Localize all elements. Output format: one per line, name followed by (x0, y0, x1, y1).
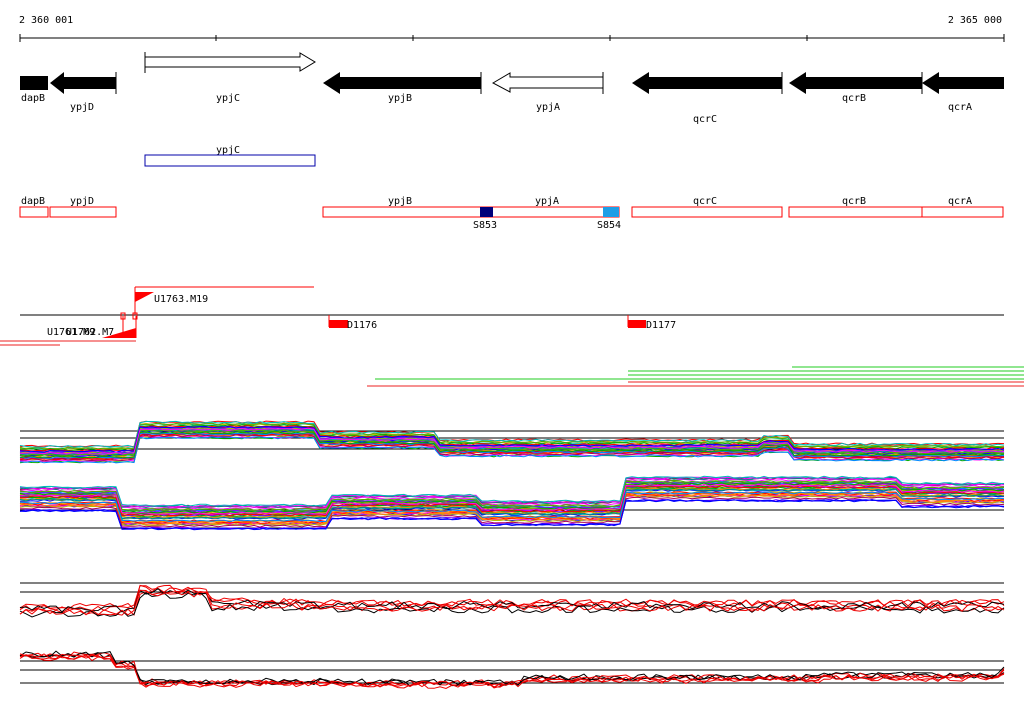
gene-ypjA[interactable]: ypjA (491, 72, 604, 113)
signal-trace (19, 494, 1005, 526)
gene-label: qcrC (693, 114, 717, 125)
signal-trace (19, 482, 1005, 514)
annotation-box[interactable] (322, 206, 482, 218)
signal-trace (19, 485, 1005, 517)
signal-trace (19, 422, 1005, 450)
signal-trace (19, 424, 1005, 453)
signal-panels-grid (20, 430, 1004, 684)
feature-s854-label: S854 (597, 220, 621, 231)
signal-trace (19, 488, 1005, 520)
annotation-label: ypjD (70, 196, 94, 207)
signal-trace (19, 589, 1005, 616)
signal-trace (20, 496, 1005, 528)
probe-d1177[interactable] (628, 320, 646, 328)
annotation-track: dapB ypjD ypjB ypjA qcrC qcrB qcrA S853 … (19, 196, 1004, 231)
signal-trace (19, 431, 1005, 459)
annotation-label: ypjA (535, 196, 559, 207)
feature-s853-label: S853 (473, 220, 497, 231)
annotation-label: ypjB (388, 196, 412, 207)
annotation-label: qcrA (948, 196, 972, 207)
probe-d1176[interactable] (329, 320, 348, 328)
signal-trace (19, 483, 1005, 515)
signal-trace (19, 584, 1005, 611)
ruler-start-label: 2 360 001 (19, 15, 73, 26)
annotation-label: qcrB (842, 196, 866, 207)
read-coverage-lines (367, 366, 1024, 387)
gene-qcrB[interactable]: qcrB (789, 72, 923, 104)
position-ruler: 2 360 001 2 365 000 (19, 15, 1005, 42)
probe-label-d1176: D1176 (347, 320, 377, 331)
signal-trace (19, 492, 1005, 524)
expression-panel-3 (19, 584, 1005, 618)
probe-flag-u1762[interactable] (102, 328, 136, 338)
signal-trace (19, 590, 1005, 616)
annotation-box[interactable] (631, 206, 783, 218)
signal-trace (19, 585, 1005, 612)
signal-trace (19, 488, 1005, 520)
signal-trace (19, 432, 1005, 460)
gene-ypjB[interactable]: ypjB (323, 72, 482, 104)
gene-label: ypjB (388, 93, 412, 104)
gene-qcrC[interactable]: qcrC (632, 72, 783, 125)
annotation-label: dapB (21, 196, 45, 207)
blue-feature-label: ypjC (216, 145, 240, 156)
annotation-label: qcrC (693, 196, 717, 207)
signal-trace (19, 429, 1005, 457)
gene-ypjC[interactable]: ypjC (144, 52, 316, 104)
blue-feature-box[interactable] (144, 154, 316, 167)
gene-qcrA[interactable]: qcrA (922, 72, 1004, 113)
annotation-box[interactable] (49, 206, 117, 218)
probe-track: U1763.M19 U1762.M7 U1761.M9 D1176 D1177 (0, 286, 1004, 346)
probe-label-u1763: U1763.M19 (154, 294, 208, 305)
signal-trace (19, 653, 1005, 688)
gene-label: ypjD (70, 102, 94, 113)
signal-trace (19, 654, 1005, 690)
expression-panel-2 (19, 475, 1005, 531)
probe-flag-u1763[interactable] (135, 292, 154, 302)
signal-trace (19, 436, 1005, 464)
ruler-end-label: 2 365 000 (948, 15, 1002, 26)
gene-ypjD[interactable]: ypjD (50, 72, 117, 113)
gene-label: ypjC (216, 93, 240, 104)
gene-label: dapB (21, 93, 45, 104)
blue-feature-track: ypjC (144, 145, 316, 167)
signal-trace (19, 650, 1005, 686)
probe-label-u1762: U1762.M7 (66, 327, 114, 338)
annotation-box[interactable] (480, 206, 620, 218)
feature-s853-marker[interactable] (480, 207, 493, 217)
signal-trace (19, 480, 1005, 512)
probe-label-u1761: U1761.M9 (47, 327, 95, 338)
signal-trace (19, 491, 1005, 523)
expression-panel-4 (19, 650, 1005, 690)
signal-trace (19, 425, 1005, 453)
signal-trace (19, 420, 1005, 448)
expression-panel-1 (19, 420, 1005, 464)
signal-trace (19, 427, 1005, 455)
annotation-box[interactable] (19, 206, 49, 218)
gene-track: dapB ypjD ypjC ypjB ypjA qcrC (20, 52, 1004, 125)
signal-trace (19, 499, 1005, 531)
gene-label: ypjA (536, 102, 560, 113)
gene-dapB[interactable]: dapB (20, 76, 48, 104)
signal-trace (19, 475, 1005, 507)
feature-s854-marker[interactable] (603, 207, 619, 217)
annotation-box[interactable] (921, 206, 1004, 218)
annotation-box[interactable] (788, 206, 923, 218)
gene-label: qcrB (842, 93, 866, 104)
gene-label: qcrA (948, 102, 972, 113)
signal-trace (19, 588, 1005, 613)
probe-label-d1177: D1177 (646, 320, 676, 331)
